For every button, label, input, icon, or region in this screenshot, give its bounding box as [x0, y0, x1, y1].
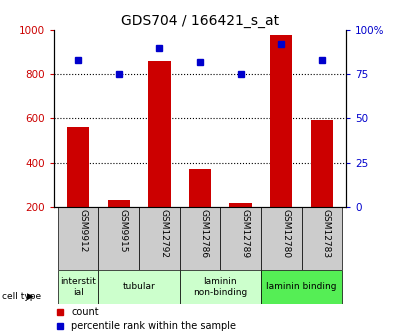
- Bar: [98, 207, 139, 269]
- Text: GSM12783: GSM12783: [322, 209, 331, 258]
- Bar: [220, 207, 261, 269]
- Text: GSM9912: GSM9912: [78, 209, 87, 252]
- Bar: [58, 269, 98, 304]
- Bar: [179, 207, 220, 269]
- Bar: [67, 127, 89, 207]
- Bar: [189, 169, 211, 207]
- Bar: [302, 207, 342, 269]
- Text: laminin
non-binding: laminin non-binding: [193, 277, 248, 297]
- Text: tubular: tubular: [123, 283, 156, 291]
- Bar: [58, 207, 98, 269]
- Text: cell type: cell type: [2, 292, 41, 301]
- Bar: [179, 269, 261, 304]
- Text: GSM12786: GSM12786: [200, 209, 209, 258]
- Bar: [261, 207, 302, 269]
- Text: laminin binding: laminin binding: [266, 283, 337, 291]
- Bar: [148, 61, 170, 207]
- Text: count: count: [71, 307, 99, 317]
- Text: interstit
ial: interstit ial: [60, 277, 96, 297]
- Text: percentile rank within the sample: percentile rank within the sample: [71, 322, 236, 331]
- Title: GDS704 / 166421_s_at: GDS704 / 166421_s_at: [121, 14, 279, 28]
- Bar: [270, 35, 293, 207]
- Text: GSM9915: GSM9915: [119, 209, 128, 252]
- Bar: [261, 269, 342, 304]
- Text: ▶: ▶: [27, 292, 34, 301]
- Bar: [139, 207, 179, 269]
- Text: GSM12792: GSM12792: [159, 209, 168, 257]
- Bar: [311, 120, 333, 207]
- Bar: [98, 269, 179, 304]
- Bar: [230, 203, 252, 207]
- Bar: [107, 200, 130, 207]
- Text: GSM12789: GSM12789: [241, 209, 250, 258]
- Text: GSM12780: GSM12780: [281, 209, 290, 258]
